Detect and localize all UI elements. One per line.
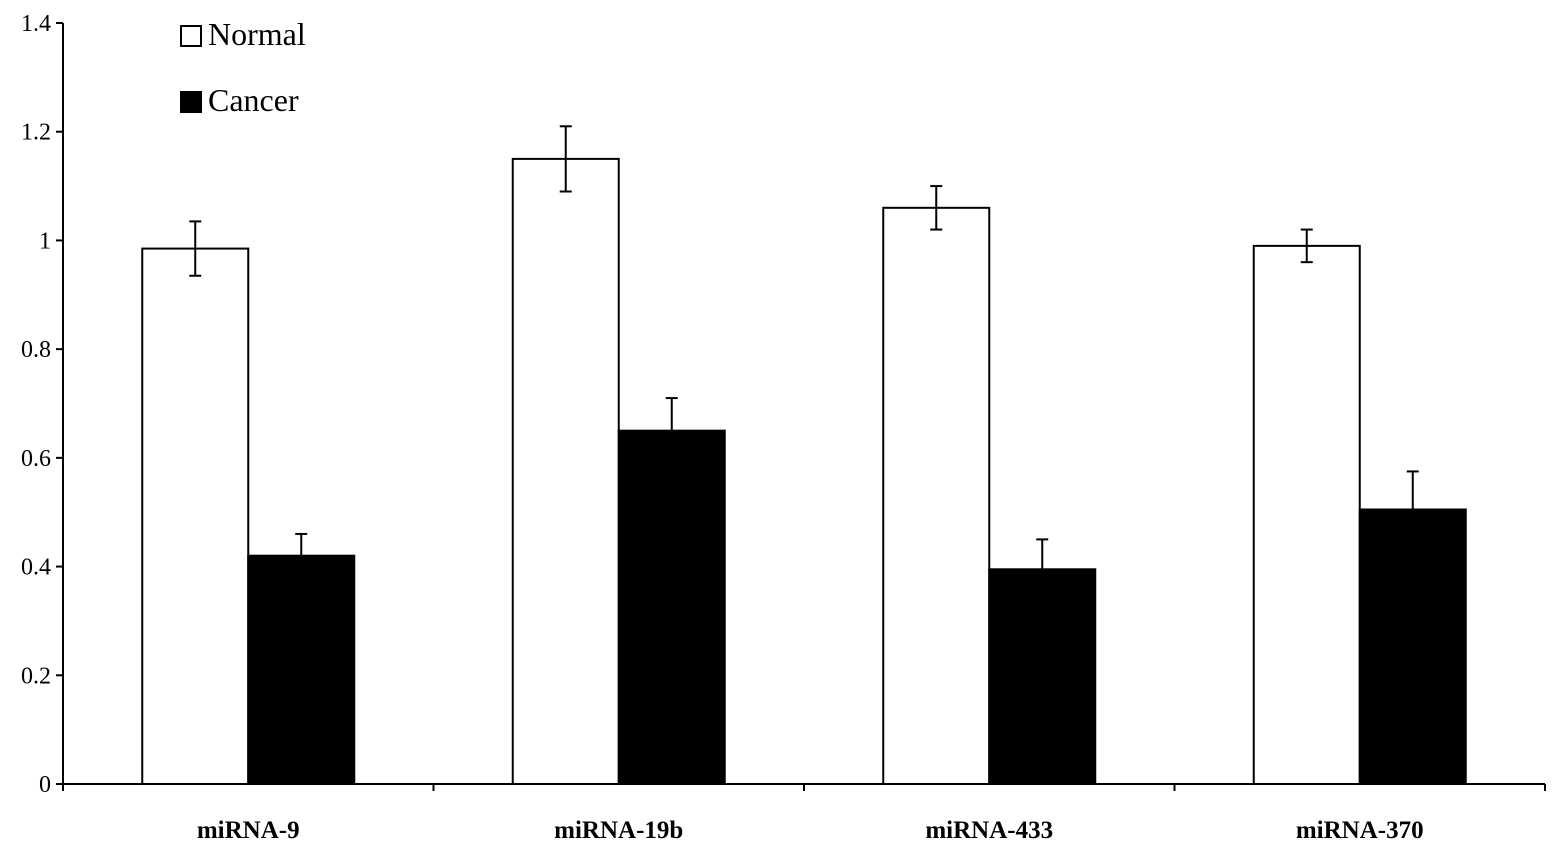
legend-swatch-normal <box>180 25 202 47</box>
x-tick-label: miRNA-9 <box>197 817 300 844</box>
legend: Normal Cancer <box>180 16 306 118</box>
bar-cancer-mirna-9 <box>247 554 356 786</box>
y-tick-label: 0.4 <box>21 555 51 581</box>
bar-normal-mirna-9 <box>141 247 250 785</box>
legend-label-cancer: Cancer <box>208 82 299 118</box>
bar-normal-mirna-433 <box>882 206 991 786</box>
bar-cancer-mirna-433 <box>988 568 1097 786</box>
x-tick-label: miRNA-370 <box>1296 817 1424 844</box>
bar-normal-mirna-19b <box>511 157 620 785</box>
y-tick-label: 1 <box>39 228 51 254</box>
legend-label-normal: Normal <box>208 16 306 52</box>
legend-swatch-cancer <box>180 91 202 113</box>
bars <box>141 157 1467 786</box>
y-tick-label: 0.8 <box>21 337 51 363</box>
x-tick-label: miRNA-433 <box>925 817 1053 844</box>
y-tick-label: 1.4 <box>21 11 51 37</box>
bar-normal-mirna-370 <box>1252 244 1361 786</box>
y-tick-label: 1.2 <box>21 120 51 146</box>
x-tick-label: miRNA-19b <box>554 817 683 844</box>
y-tick-label: 0.2 <box>21 663 51 689</box>
bar-cancer-mirna-370 <box>1358 508 1467 785</box>
y-tick-label: 0 <box>39 772 51 798</box>
bar-cancer-mirna-19b <box>617 429 726 785</box>
error-bars <box>189 125 1419 601</box>
axes: 0 0.2 0.4 0.6 0.8 1 1.2 1.4 miRNA-9 miRNA-19b miRN… <box>21 11 1546 844</box>
y-tick-label: 0.6 <box>21 446 51 472</box>
